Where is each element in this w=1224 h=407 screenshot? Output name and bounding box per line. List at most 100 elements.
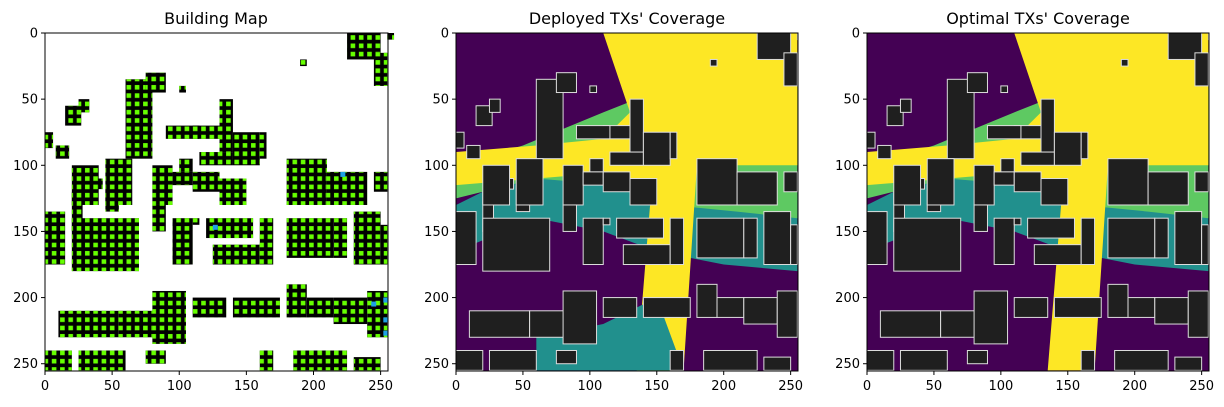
building	[973, 204, 988, 232]
y-tick-label: 150	[13, 225, 38, 240]
building	[1107, 158, 1149, 206]
building	[475, 105, 493, 127]
grid-points	[353, 211, 381, 265]
grid-points	[55, 145, 70, 159]
grid-points	[165, 125, 200, 139]
y-tick-label: 200	[424, 291, 449, 306]
building	[886, 105, 904, 127]
x-tick-label: 150	[234, 379, 259, 394]
building	[1107, 283, 1129, 318]
building	[1013, 297, 1049, 318]
building	[488, 349, 537, 371]
panel-deployed-coverage: Deployed TXs' Coverage 0 50 100 150 200 25005…	[424, 9, 803, 394]
y-tick-label: 0	[441, 27, 449, 42]
building	[616, 217, 664, 239]
grid-points	[232, 132, 260, 166]
building	[1194, 52, 1209, 87]
grid-points	[172, 171, 193, 186]
building	[575, 125, 611, 140]
y-tick-label: 150	[424, 225, 449, 240]
building	[562, 290, 598, 345]
building	[555, 349, 577, 365]
grid-points	[212, 244, 260, 265]
deployed-tx-marker	[383, 330, 389, 336]
building	[966, 349, 988, 365]
building	[669, 349, 685, 371]
building	[696, 158, 738, 206]
grid-points	[293, 350, 348, 371]
building	[877, 144, 892, 160]
building	[709, 58, 718, 67]
grid-points	[259, 132, 267, 159]
x-tick-label: 100	[988, 379, 1013, 394]
grid-points	[286, 218, 334, 258]
grid-points	[145, 72, 166, 93]
grid-points	[380, 224, 388, 265]
building	[1174, 211, 1203, 266]
panel-building-map: Building Map 0 50 100 150 200 250050100150200…	[13, 9, 395, 394]
building	[736, 171, 778, 206]
building	[1147, 171, 1189, 206]
grid-points	[45, 211, 66, 265]
x-tick-label: 200	[301, 379, 326, 394]
building	[456, 211, 477, 266]
grid-points	[259, 350, 274, 371]
axes-frame	[44, 32, 389, 372]
building	[1194, 171, 1209, 193]
plot-area	[867, 33, 1209, 371]
building	[703, 349, 758, 371]
panel-title: Deployed TXs' Coverage	[529, 9, 725, 28]
building	[867, 349, 895, 371]
building	[456, 131, 465, 149]
building	[1020, 151, 1055, 166]
grid-points	[306, 297, 334, 318]
coverage-peak	[456, 33, 798, 371]
grid-points	[71, 191, 83, 232]
grid-points	[192, 171, 220, 192]
building	[1120, 58, 1129, 67]
building	[669, 217, 685, 266]
building	[482, 164, 511, 206]
y-tick-label: 200	[13, 291, 38, 306]
y-tick-label: 50	[432, 93, 449, 108]
building	[867, 131, 876, 149]
building	[1107, 217, 1156, 259]
building	[1154, 297, 1189, 325]
grid-points	[219, 178, 247, 205]
building	[589, 158, 604, 173]
building	[1080, 349, 1096, 371]
building	[562, 164, 584, 206]
plot-area	[456, 33, 798, 371]
grid-points	[219, 99, 233, 153]
building	[893, 164, 922, 206]
building	[776, 290, 798, 338]
panel-optimal-coverage: Optimal TXs' Coverage 0 50 100 150 200 250050…	[835, 9, 1214, 395]
grid-points	[300, 59, 307, 67]
building	[986, 125, 1022, 140]
building	[966, 72, 988, 94]
y-tick-label: 250	[835, 357, 860, 372]
building	[602, 171, 631, 193]
building	[1033, 244, 1082, 266]
grid-points	[199, 152, 233, 166]
deployed-tx-marker	[340, 171, 346, 177]
building	[893, 217, 962, 272]
building	[973, 290, 1009, 345]
building	[993, 217, 1015, 266]
deployed-tx-marker	[212, 224, 218, 230]
y-tick-label: 100	[424, 159, 449, 174]
building	[696, 283, 718, 318]
building	[1000, 85, 1009, 94]
building	[622, 244, 671, 266]
building	[716, 297, 745, 318]
building	[466, 144, 481, 160]
building	[899, 98, 912, 113]
grid-points	[353, 357, 381, 371]
grid-points	[105, 158, 133, 205]
x-tick-label: 150	[1055, 379, 1080, 394]
axes-frame	[866, 32, 1210, 372]
building	[1027, 217, 1075, 239]
grid-points	[145, 350, 166, 364]
